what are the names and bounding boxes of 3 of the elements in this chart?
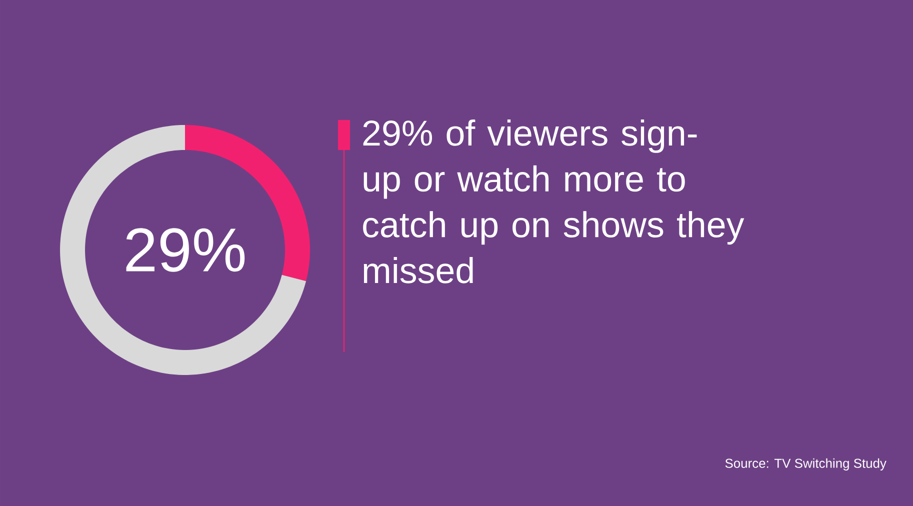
text: 29% of viewers sign-up or watch more to catch up on shows they missed [363,120,744,284]
source-note: Source: TV Switching Study [725,458,886,470]
data-label: 29% [126,228,245,272]
